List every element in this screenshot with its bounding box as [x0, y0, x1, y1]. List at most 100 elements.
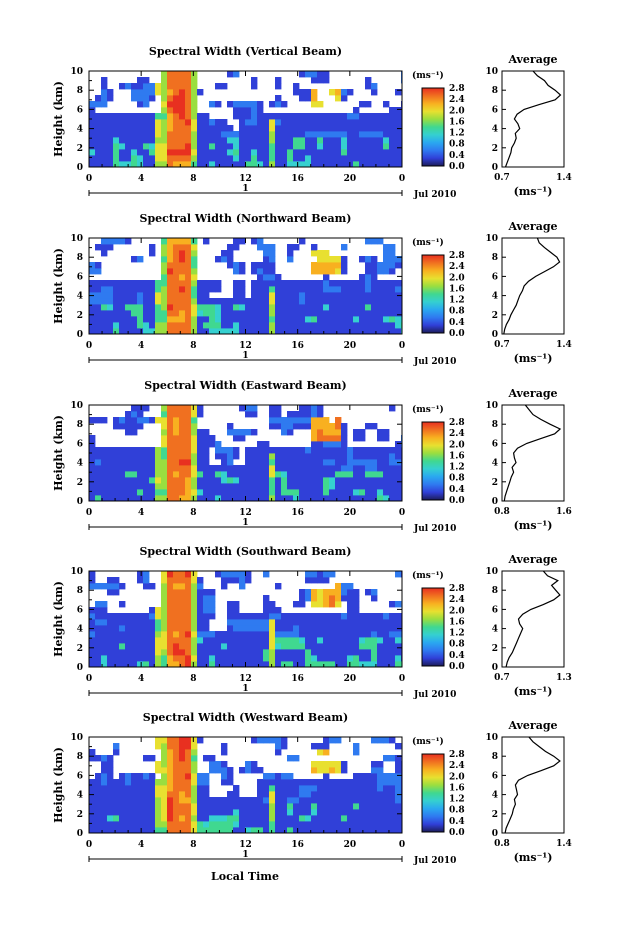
- y-tick-label: 0: [77, 330, 83, 340]
- x-tick-label: 8: [190, 674, 196, 684]
- profile-y-tick-label: 0: [492, 330, 498, 340]
- colorbar-tick-label: 0.8: [449, 806, 465, 816]
- profile-title: Average: [507, 387, 557, 400]
- y-tick-label: 2: [77, 810, 83, 820]
- y-tick-label: 4: [77, 791, 83, 801]
- x-axis-label: Local Time: [211, 870, 279, 883]
- x-tick-label: 8: [190, 174, 196, 184]
- x-tick-label: 0: [86, 341, 92, 351]
- x-tick-label: 4: [138, 840, 144, 850]
- colorbar-tick-label: 1.6: [449, 284, 465, 294]
- x-tick-label: 16: [291, 674, 304, 684]
- colorbar-tick-label: 2.8: [449, 750, 465, 760]
- y-tick-label: 6: [77, 105, 83, 115]
- profile-y-tick-label: 2: [492, 144, 498, 154]
- colorbar-tick-label: 1.2: [449, 129, 465, 139]
- profile-line: [503, 404, 562, 502]
- profile-y-tick-label: 10: [485, 401, 498, 411]
- y-tick-label: 6: [77, 439, 83, 449]
- day-tick-label: 1: [242, 684, 248, 694]
- colorbar-unit: (ms⁻¹): [412, 70, 444, 81]
- y-axis-label: Height (km): [52, 581, 65, 657]
- y-tick-label: 0: [77, 663, 83, 673]
- panel-title: Spectral Width (Southward Beam): [139, 545, 351, 558]
- y-tick-label: 6: [77, 771, 83, 781]
- colorbar-tick-label: 2.0: [449, 106, 465, 116]
- x-tick-label: 12: [239, 508, 252, 518]
- heatmap-field: [89, 737, 403, 834]
- profile-x-tick-label: 0.8: [494, 839, 510, 849]
- colorbar-tick-label: 2.8: [449, 251, 465, 261]
- x-tick-label: 12: [239, 174, 252, 184]
- x-tick-label: 12: [239, 341, 252, 351]
- profile-y-tick-label: 6: [492, 272, 498, 282]
- profile-y-tick-label: 4: [492, 125, 498, 135]
- x-tick-label: 0: [86, 674, 92, 684]
- x-tick-label: 0: [399, 674, 405, 684]
- profile-x-tick-label: 1.6: [556, 507, 572, 517]
- x-tick-label: 0: [399, 174, 405, 184]
- profile-y-tick-label: 6: [492, 439, 498, 449]
- profile-y-tick-label: 4: [492, 292, 498, 302]
- profile-y-tick-label: 2: [492, 810, 498, 820]
- heatmap-field: [89, 405, 403, 502]
- profile-line: [504, 736, 561, 834]
- day-tick-label: 1: [242, 518, 248, 528]
- y-axis-label: Height (km): [52, 81, 65, 157]
- colorbar-tick-label: 0.8: [449, 307, 465, 317]
- colorbar-tick-label: 0.4: [449, 651, 465, 661]
- colorbar-tick-label: 0.4: [449, 318, 465, 328]
- profile-y-tick-label: 4: [492, 459, 498, 469]
- colorbar-tick-label: 0.8: [449, 640, 465, 650]
- x-tick-label: 0: [86, 174, 92, 184]
- colorbar-tick-label: 2.8: [449, 418, 465, 428]
- profile-y-tick-label: 10: [485, 733, 498, 743]
- profile-unit: (ms⁻¹): [514, 851, 553, 864]
- x-tick-label: 20: [344, 674, 357, 684]
- day-tick-label: 1: [242, 850, 248, 860]
- colorbar-tick-label: 0.0: [449, 496, 465, 506]
- y-tick-label: 2: [77, 144, 83, 154]
- profile-y-tick-label: 6: [492, 605, 498, 615]
- y-tick-label: 10: [70, 401, 83, 411]
- profile-frame: [501, 570, 565, 668]
- y-tick-label: 8: [77, 752, 83, 762]
- x-tick-label: 0: [86, 508, 92, 518]
- profile-y-tick-label: 0: [492, 663, 498, 673]
- y-tick-label: 2: [77, 311, 83, 321]
- profile-x-tick-label: 0.7: [494, 340, 510, 350]
- profile-line: [503, 237, 561, 335]
- profile-frame: [501, 70, 565, 168]
- profile-y-tick-label: 0: [492, 829, 498, 839]
- profile-y-tick-label: 2: [492, 311, 498, 321]
- heatmap-field: [89, 71, 403, 168]
- colorbar-tick-label: 1.2: [449, 296, 465, 306]
- profile-line: [505, 570, 561, 668]
- profile-unit: (ms⁻¹): [514, 185, 553, 198]
- profile-x-tick-label: 1.4: [556, 839, 572, 849]
- date-label: Jul 2010: [413, 856, 456, 866]
- profile-frame: [501, 404, 565, 502]
- profile-y-tick-label: 8: [492, 420, 498, 430]
- x-tick-label: 16: [291, 840, 304, 850]
- colorbar-tick-label: 0.4: [449, 151, 465, 161]
- x-tick-label: 0: [86, 840, 92, 850]
- colorbar-tick-label: 0.8: [449, 140, 465, 150]
- y-tick-label: 10: [70, 567, 83, 577]
- colorbar-tick-label: 2.4: [449, 262, 465, 272]
- x-tick-label: 12: [239, 674, 252, 684]
- colorbar-tick-label: 2.4: [449, 429, 465, 439]
- colorbar-tick-label: 2.0: [449, 273, 465, 283]
- y-tick-label: 10: [70, 733, 83, 743]
- profile-line: [504, 70, 562, 168]
- profile-unit: (ms⁻¹): [514, 519, 553, 532]
- colorbar-unit: (ms⁻¹): [412, 736, 444, 747]
- colorbar-unit: (ms⁻¹): [412, 237, 444, 248]
- colorbar-tick-label: 2.0: [449, 440, 465, 450]
- date-label: Jul 2010: [413, 690, 456, 700]
- profile-y-tick-label: 8: [492, 86, 498, 96]
- profile-y-tick-label: 10: [485, 567, 498, 577]
- colorbar-tick-label: 2.4: [449, 95, 465, 105]
- x-tick-label: 20: [344, 840, 357, 850]
- profile-y-tick-label: 4: [492, 791, 498, 801]
